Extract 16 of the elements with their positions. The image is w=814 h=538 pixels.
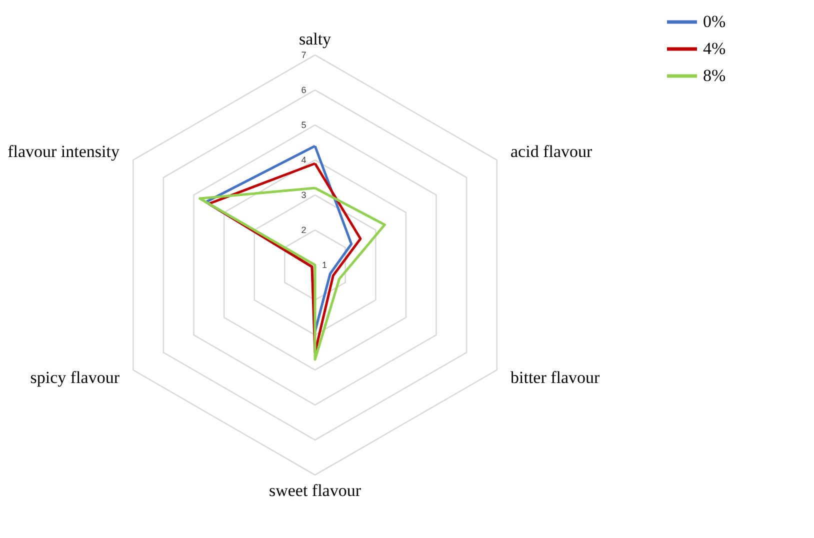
y-tick-label: 2 — [301, 225, 306, 235]
spoke-label: bitter flavour — [510, 368, 600, 387]
spoke-label: flavour intensity — [8, 142, 120, 162]
spoke-label: acid flavour — [510, 142, 592, 162]
legend-label: 4% — [703, 39, 726, 58]
spoke-label: sweet flavour — [268, 480, 362, 500]
y-tick-label: 6 — [301, 85, 306, 95]
y-tick-label: 3 — [301, 190, 306, 200]
y-tick-label: 1 — [322, 260, 328, 270]
y-tick-label: 5 — [301, 120, 306, 130]
legend-label: 0% — [703, 12, 726, 31]
spoke-label: salty — [298, 29, 332, 48]
y-tick-label: 7 — [301, 50, 306, 60]
legend-label: 8% — [703, 66, 726, 85]
spoke-label: spicy flavour — [30, 368, 120, 387]
y-tick-label: 4 — [301, 155, 306, 165]
